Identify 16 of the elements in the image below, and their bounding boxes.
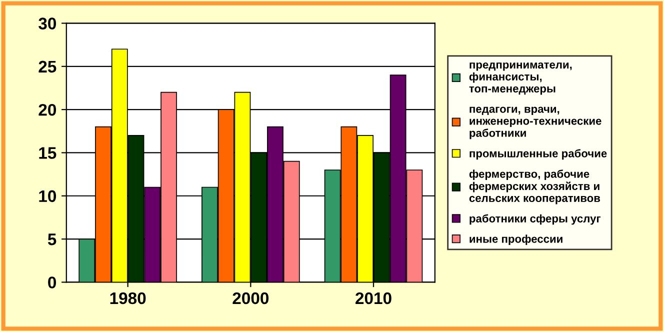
y-tick-label: 20 [38, 104, 56, 116]
y-tick-label: 10 [39, 190, 56, 202]
x-tick-label: 2000 [232, 292, 269, 304]
x-tick-label: 1980 [110, 292, 146, 304]
y-tick-label: 5 [48, 234, 56, 246]
y-tick-label: 25 [38, 60, 56, 73]
legend-label: иные профессии [470, 234, 562, 246]
y-tick-label: 15 [39, 147, 56, 159]
legend-label: предприниматели, финансисты, топ-менеджеры [469, 62, 572, 95]
y-tick-label: 0 [48, 276, 56, 288]
y-tick-label: 30 [38, 18, 56, 30]
x-tick-label: 2010 [356, 292, 392, 304]
legend-label: фермерство, рабочие фермерских хозяйств и сельских кооперативов [469, 170, 600, 204]
legend-label: работники сферы услуг [470, 214, 601, 225]
legend-label: промышленные рабочие [470, 149, 607, 160]
legend-label: педагоги, врачи, инженерно-технические работники [470, 106, 602, 140]
